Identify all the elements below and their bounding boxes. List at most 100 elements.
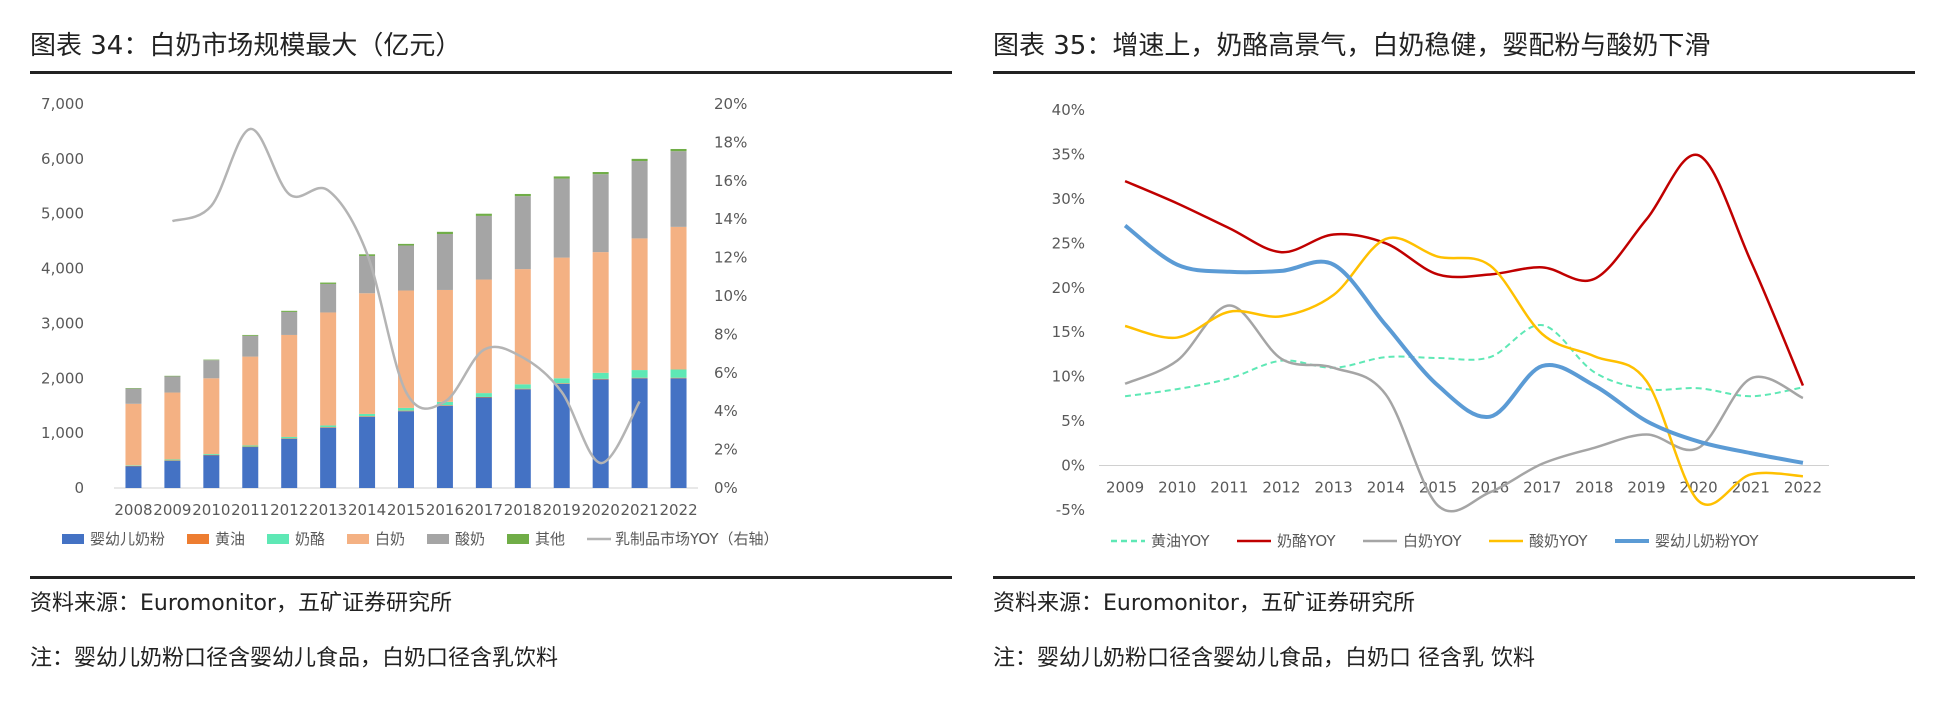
bar-奶酪 <box>125 465 142 466</box>
bar-婴幼儿奶粉 <box>436 405 453 488</box>
bar-奶酪 <box>242 445 259 447</box>
bar-黄油 <box>631 377 648 379</box>
bar-酸奶 <box>670 151 687 227</box>
legend-swatch <box>267 534 289 544</box>
figure-35-note: 注：婴幼儿奶粉口径含婴幼儿食品，白奶口 径含乳 饮料 <box>993 646 1535 671</box>
x-tick-label: 2022 <box>1784 479 1822 497</box>
bar-酸奶 <box>320 283 337 313</box>
bar-黄油 <box>359 416 376 417</box>
bar-酸奶 <box>164 376 181 393</box>
bar-黄油 <box>281 438 298 439</box>
legend-label: 乳制品市场YOY（右轴） <box>615 530 779 548</box>
bar-酸奶 <box>592 174 609 253</box>
x-tick-label: 2016 <box>1471 479 1509 497</box>
bar-奶酪 <box>398 407 414 411</box>
bar-黄油 <box>242 446 259 448</box>
bar-奶酪 <box>164 459 181 461</box>
bar-黄油 <box>553 383 570 384</box>
y-tick-label: 35% <box>1052 145 1085 163</box>
x-tick-label: 2011 <box>231 501 269 519</box>
bar-其他 <box>320 282 337 284</box>
bar-白奶 <box>164 392 181 460</box>
bar-白奶 <box>281 334 298 437</box>
figure-35-source: 资料来源：Euromonitor，五矿证券研究所 <box>993 591 1415 616</box>
bar-奶酪 <box>436 401 453 406</box>
bar-奶酪 <box>631 370 648 378</box>
bar-其他 <box>164 375 181 377</box>
y-tick-label: 40% <box>1052 101 1085 119</box>
legend-label: 白奶 <box>375 530 405 548</box>
bar-婴幼儿奶粉 <box>203 455 220 488</box>
x-tick-label: 2020 <box>1680 479 1718 497</box>
bar-其他 <box>475 213 492 216</box>
x-tick-label: 2008 <box>114 501 152 519</box>
x-tick-label: 2013 <box>1315 479 1353 497</box>
bar-黄油 <box>514 388 531 390</box>
x-tick-label: 2022 <box>659 501 697 519</box>
legend-label: 酸奶YOY <box>1529 532 1588 550</box>
y-tick-label: 5% <box>1061 412 1085 430</box>
bar-奶酪 <box>320 425 337 428</box>
bar-白奶 <box>631 238 648 371</box>
y2-tick-label: 14% <box>714 210 747 228</box>
bar-婴幼儿奶粉 <box>398 411 414 488</box>
legend-label: 酸奶 <box>455 530 485 548</box>
bar-酸奶 <box>242 335 259 357</box>
bar-婴幼儿奶粉 <box>359 416 376 488</box>
y-tick-label: 0 <box>74 479 84 497</box>
bar-婴幼儿奶粉 <box>281 438 298 488</box>
bar-婴幼儿奶粉 <box>125 466 142 488</box>
y-tick-label: 20% <box>1052 279 1085 297</box>
bar-其他 <box>670 148 687 152</box>
x-tick-label: 2018 <box>504 501 542 519</box>
bar-其他 <box>436 231 453 235</box>
legend-swatch <box>507 534 529 544</box>
legend-label: 婴幼儿奶粉 <box>90 530 165 548</box>
growth-line-chart: -5% 0% 5% 10% 15% 20% 25% 30% 35% 40% 2009 2010 2011… <box>1052 101 1829 550</box>
bar-黄油 <box>125 465 142 467</box>
legend-label: 黄油 <box>215 530 245 548</box>
y-tick-label: 15% <box>1052 323 1085 341</box>
y-tick-label: 2,000 <box>41 369 84 387</box>
x-tick-label: 2012 <box>1262 479 1300 497</box>
legend-label: 其他 <box>535 530 565 548</box>
x-tick-label: 2017 <box>465 501 503 519</box>
y2-tick-label: 2% <box>714 441 738 459</box>
y-tick-label: 5,000 <box>41 205 84 223</box>
figure-34-source: 资料来源：Euromonitor，五矿证券研究所 <box>30 591 452 616</box>
bar-酸奶 <box>436 234 453 290</box>
legend-swatch <box>187 534 209 544</box>
bar-黄油 <box>203 454 220 456</box>
y-tick-label: 1,000 <box>41 424 84 442</box>
bar-白奶 <box>592 252 609 373</box>
x-tick-label: 2009 <box>153 501 191 519</box>
source-divider <box>30 576 952 579</box>
bar-奶酪 <box>514 384 531 389</box>
bar-白奶 <box>475 279 492 394</box>
bar-黄油 <box>398 410 414 412</box>
series-line-酸奶YOY <box>1124 236 1804 506</box>
bar-奶酪 <box>359 413 376 417</box>
figure-34-note: 注：婴幼儿奶粉口径含婴幼儿食品，白奶口径含乳饮料 <box>30 646 559 671</box>
stacked-bar-chart: 0 1,000 2,000 3,000 4,000 5,000 6,000 7,000 0% 2%… <box>41 95 779 548</box>
bar-酸奶 <box>398 245 414 291</box>
legend-swatch <box>427 534 449 544</box>
legend-swatch <box>62 534 84 544</box>
bar-其他 <box>631 158 648 162</box>
bar-奶酪 <box>281 436 298 439</box>
bar-婴幼儿奶粉 <box>475 397 492 488</box>
bar-黄油 <box>670 377 687 379</box>
bar-酸奶 <box>514 196 531 270</box>
bar-黄油 <box>320 427 337 428</box>
series-line-黄油YOY <box>1124 324 1804 398</box>
bar-其他 <box>398 243 414 246</box>
x-tick-label: 2010 <box>1158 479 1196 497</box>
bar-黄油 <box>436 405 453 406</box>
y-tick-label: 6,000 <box>41 150 84 168</box>
y2-tick-label: 8% <box>714 325 738 343</box>
bar-婴幼儿奶粉 <box>670 378 687 488</box>
y2-tick-label: 12% <box>714 249 747 267</box>
legend-label: 奶酪 <box>295 530 325 548</box>
x-tick-label: 2021 <box>1732 479 1770 497</box>
bar-奶酪 <box>670 369 687 378</box>
